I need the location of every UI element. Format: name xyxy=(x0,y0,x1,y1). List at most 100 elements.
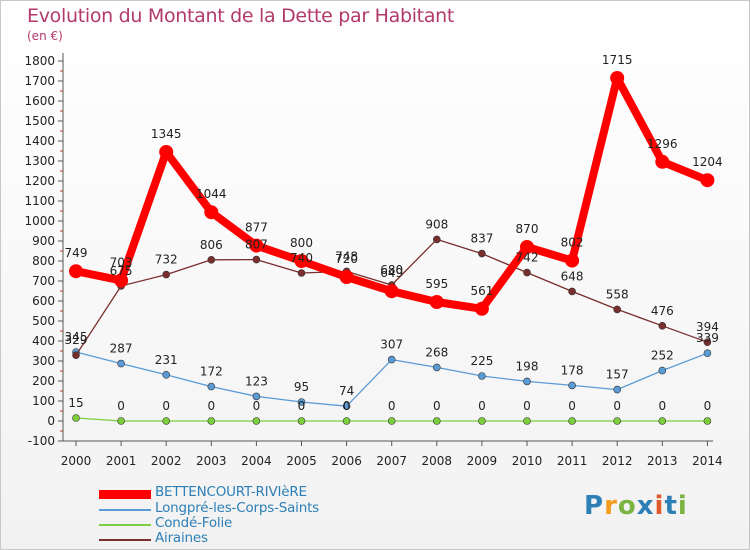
data-label-airaines: 675 xyxy=(110,264,133,278)
data-point-longpre xyxy=(162,370,170,379)
data-label-conde-folie: 0 xyxy=(343,399,351,413)
data-label-bettencourt: 1044 xyxy=(196,187,227,201)
data-point-longpre xyxy=(478,372,486,380)
data-point-conde-folie xyxy=(117,417,125,425)
data-label-conde-folie: 0 xyxy=(298,399,306,413)
y-tick-label: 1000 xyxy=(24,214,55,228)
y-tick-label: 1600 xyxy=(24,94,55,108)
y-tick-label: 1200 xyxy=(24,174,55,188)
data-label-longpre: 225 xyxy=(470,354,493,368)
x-tick-label: 2013 xyxy=(647,454,678,468)
data-label-longpre: 231 xyxy=(155,353,178,367)
data-label-airaines: 732 xyxy=(155,253,178,267)
legend-label-airaines: Airaines xyxy=(155,530,208,546)
data-label-longpre: 345 xyxy=(65,330,88,344)
data-point-bettencourt xyxy=(114,273,129,288)
legend-swatch-longpre xyxy=(99,509,151,511)
data-point-airaines xyxy=(568,287,576,296)
y-tick-label: 600 xyxy=(32,294,55,308)
y-tick-label: 1500 xyxy=(24,114,55,128)
x-tick-label: 2012 xyxy=(602,454,633,468)
data-label-bettencourt: 649 xyxy=(380,266,403,280)
data-point-longpre xyxy=(703,349,712,358)
data-label-conde-folie: 15 xyxy=(68,396,83,410)
y-tick-label: 400 xyxy=(32,334,55,348)
data-point-conde-folie xyxy=(478,417,486,425)
y-tick-label: 1300 xyxy=(24,154,55,168)
data-label-bettencourt: 720 xyxy=(335,252,358,266)
data-label-conde-folie: 0 xyxy=(162,399,170,413)
data-point-longpre xyxy=(387,355,396,364)
data-label-airaines: 742 xyxy=(516,251,539,265)
proxiti-logo: Proxiti xyxy=(584,491,688,521)
data-point-bettencourt xyxy=(429,295,444,309)
y-tick-label: 1400 xyxy=(24,134,55,148)
data-label-longpre: 178 xyxy=(561,363,584,377)
data-label-longpre: 339 xyxy=(696,331,719,345)
data-label-longpre: 268 xyxy=(425,345,448,359)
data-point-bettencourt xyxy=(565,253,580,268)
data-point-bettencourt xyxy=(339,270,354,284)
data-label-bettencourt: 1715 xyxy=(602,53,633,67)
data-label-bettencourt: 1204 xyxy=(692,155,723,169)
data-point-conde-folie xyxy=(252,417,261,425)
data-point-bettencourt xyxy=(655,154,670,169)
legend-label-bettencourt: BETTENCOURT-RIVIèRE xyxy=(155,484,307,500)
data-label-conde-folie: 0 xyxy=(704,399,712,413)
data-point-conde-folie xyxy=(432,417,441,425)
y-tick-label: 900 xyxy=(32,234,55,248)
data-label-conde-folie: 0 xyxy=(207,399,215,413)
logo-letter: r xyxy=(604,491,618,521)
legend-swatch-conde-folie xyxy=(99,524,151,526)
data-point-longpre xyxy=(252,392,261,401)
data-point-airaines xyxy=(297,269,306,277)
logo-letter: x xyxy=(636,491,655,521)
data-label-longpre: 172 xyxy=(200,365,223,379)
data-point-airaines xyxy=(207,255,216,264)
data-point-bettencourt xyxy=(249,238,264,253)
data-label-conde-folie: 0 xyxy=(613,399,621,413)
y-tick-label: 1800 xyxy=(24,54,55,68)
data-point-airaines xyxy=(252,255,261,264)
data-point-conde-folie xyxy=(207,417,216,425)
data-point-conde-folie xyxy=(703,417,712,425)
data-label-airaines: 807 xyxy=(245,238,268,252)
data-point-airaines xyxy=(72,351,80,360)
data-label-airaines: 476 xyxy=(651,304,674,318)
x-tick-label: 2002 xyxy=(151,454,182,468)
logo-letter: o xyxy=(617,491,637,521)
y-tick-label: -100 xyxy=(28,434,55,448)
legend-swatch-bettencourt xyxy=(99,490,151,499)
y-tick-label: 500 xyxy=(32,314,55,328)
chart-unit-label: (en €) xyxy=(27,29,63,43)
data-label-airaines: 908 xyxy=(425,217,448,231)
data-label-bettencourt: 870 xyxy=(516,222,539,236)
data-point-conde-folie xyxy=(162,417,170,425)
data-label-airaines: 558 xyxy=(606,287,629,301)
data-label-conde-folie: 0 xyxy=(658,399,666,413)
data-point-conde-folie xyxy=(613,417,622,425)
data-label-airaines: 680 xyxy=(380,263,403,277)
data-point-bettencourt xyxy=(159,145,174,159)
data-label-conde-folie: 0 xyxy=(253,399,261,413)
data-label-bettencourt: 561 xyxy=(470,284,493,298)
data-point-longpre xyxy=(658,366,667,375)
data-point-bettencourt xyxy=(474,301,489,316)
data-point-bettencourt xyxy=(384,284,399,299)
x-tick-label: 2005 xyxy=(286,454,317,468)
data-point-airaines xyxy=(658,321,667,330)
data-point-conde-folie xyxy=(342,417,351,425)
y-tick-label: 1100 xyxy=(24,194,55,208)
data-label-bettencourt: 1345 xyxy=(151,127,182,141)
data-label-conde-folie: 0 xyxy=(433,399,441,413)
legend-swatch-airaines xyxy=(99,539,151,541)
data-label-longpre: 307 xyxy=(380,338,403,352)
data-point-airaines xyxy=(478,249,486,258)
y-tick-label: 800 xyxy=(32,254,55,268)
data-label-longpre: 74 xyxy=(339,384,354,398)
data-label-longpre: 252 xyxy=(651,349,674,363)
logo-letter: i xyxy=(654,491,665,521)
data-label-longpre: 157 xyxy=(606,368,629,382)
